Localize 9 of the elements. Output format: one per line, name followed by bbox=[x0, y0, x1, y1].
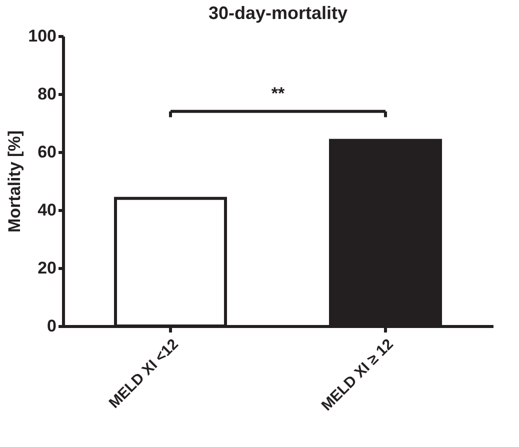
y-tick-label: 40 bbox=[38, 200, 56, 220]
y-tick-label: 0 bbox=[47, 316, 56, 336]
annotation: ** bbox=[271, 84, 285, 103]
chart-title: 30-day-mortality bbox=[208, 3, 348, 23]
y-tick-label: 20 bbox=[38, 258, 56, 278]
y-tick-label: 80 bbox=[38, 84, 56, 104]
y-tick-label: 60 bbox=[38, 142, 56, 162]
y-tick-label: 100 bbox=[28, 26, 56, 46]
y-axis-title: Mortality [%] bbox=[5, 130, 24, 232]
